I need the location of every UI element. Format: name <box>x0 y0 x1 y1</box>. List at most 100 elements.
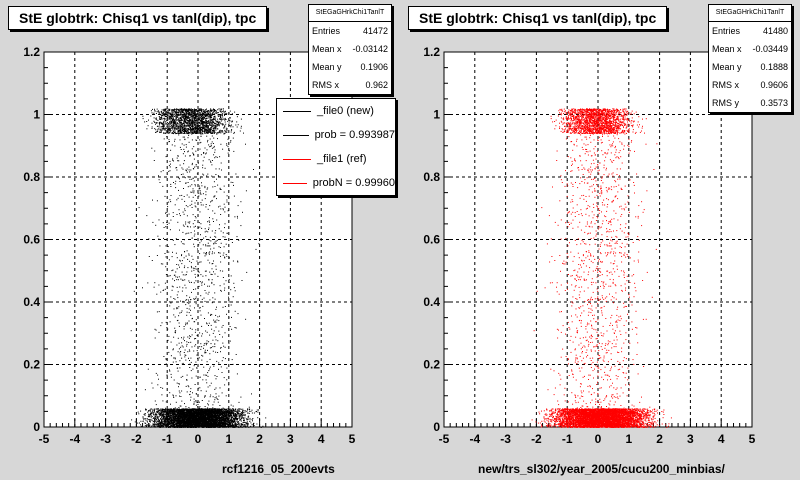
data-point <box>214 420 215 422</box>
data-point <box>216 409 218 411</box>
data-point <box>247 408 249 410</box>
data-point <box>173 421 174 423</box>
data-point <box>166 410 168 412</box>
data-point <box>163 412 165 414</box>
data-point <box>207 426 209 427</box>
data-point <box>221 409 223 411</box>
data-point <box>217 410 219 412</box>
data-point <box>192 426 194 428</box>
data-point <box>215 413 217 415</box>
data-point <box>250 410 252 412</box>
data-point <box>177 413 179 415</box>
data-point <box>193 410 195 412</box>
data-point <box>169 423 171 425</box>
data-point <box>149 421 151 422</box>
data-point <box>216 415 217 417</box>
data-point <box>247 409 248 411</box>
data-point <box>211 418 212 420</box>
data-point <box>183 417 185 419</box>
data-point <box>238 417 240 419</box>
data-point <box>174 413 176 415</box>
data-point <box>146 420 148 422</box>
data-point <box>157 426 159 428</box>
data-point <box>202 425 204 427</box>
data-point <box>203 424 205 426</box>
data-point <box>172 417 174 419</box>
data-point <box>193 413 195 415</box>
data-point <box>185 419 187 421</box>
data-point <box>232 426 234 428</box>
data-point <box>170 415 172 417</box>
data-point <box>249 410 250 412</box>
data-point <box>208 414 209 416</box>
data-point <box>245 422 247 424</box>
data-point <box>237 424 239 426</box>
data-point <box>187 421 189 423</box>
data-point <box>212 418 214 420</box>
data-point <box>209 417 211 419</box>
data-point <box>211 409 213 411</box>
data-point <box>221 424 222 426</box>
data-point <box>190 413 192 415</box>
data-point <box>147 424 149 426</box>
data-point <box>154 419 156 421</box>
data-point <box>239 426 241 428</box>
data-point <box>256 411 257 412</box>
data-point <box>230 411 232 413</box>
data-point <box>184 423 186 425</box>
data-point <box>231 426 232 428</box>
data-point <box>237 423 239 425</box>
data-point <box>227 415 229 416</box>
data-point <box>217 410 219 412</box>
data-point <box>142 416 144 418</box>
data-point <box>179 411 181 413</box>
data-point <box>162 408 164 410</box>
data-point <box>228 421 230 423</box>
data-point <box>160 422 162 424</box>
y-tick-label: 0.2 <box>23 358 40 372</box>
data-point <box>140 425 142 427</box>
data-point <box>172 420 173 422</box>
data-point <box>174 424 176 426</box>
data-point <box>167 411 169 413</box>
data-point <box>238 410 240 412</box>
data-point <box>221 426 223 428</box>
data-point <box>168 412 170 414</box>
data-point <box>165 410 167 411</box>
y-tick-label: 1 <box>33 108 40 122</box>
data-point <box>181 408 183 410</box>
y-tick-label: 0 <box>33 420 40 434</box>
data-point <box>186 417 188 419</box>
data-point <box>207 415 209 417</box>
data-point <box>236 410 238 412</box>
data-point <box>229 425 231 427</box>
data-point <box>246 418 248 420</box>
data-point <box>182 420 184 421</box>
data-point <box>167 409 169 411</box>
data-point <box>153 417 155 418</box>
data-point <box>220 409 222 411</box>
data-point <box>219 426 221 428</box>
data-point <box>229 415 231 417</box>
data-point <box>173 411 175 413</box>
data-point <box>145 419 147 421</box>
data-point <box>207 409 209 411</box>
data-point <box>188 411 190 413</box>
data-point <box>195 420 197 421</box>
data-point <box>189 421 191 422</box>
data-point <box>187 423 189 425</box>
data-point <box>163 411 165 413</box>
data-point <box>234 416 236 417</box>
data-point <box>228 413 230 415</box>
data-point <box>212 412 214 414</box>
data-point <box>177 424 179 426</box>
data-point <box>159 423 161 425</box>
data-point <box>167 419 169 421</box>
x-tick-label: 1 <box>225 432 232 446</box>
data-point <box>243 418 245 420</box>
data-point <box>220 412 222 414</box>
data-point <box>238 415 240 417</box>
data-point <box>199 411 201 413</box>
data-point <box>221 415 223 417</box>
data-point <box>196 418 198 420</box>
